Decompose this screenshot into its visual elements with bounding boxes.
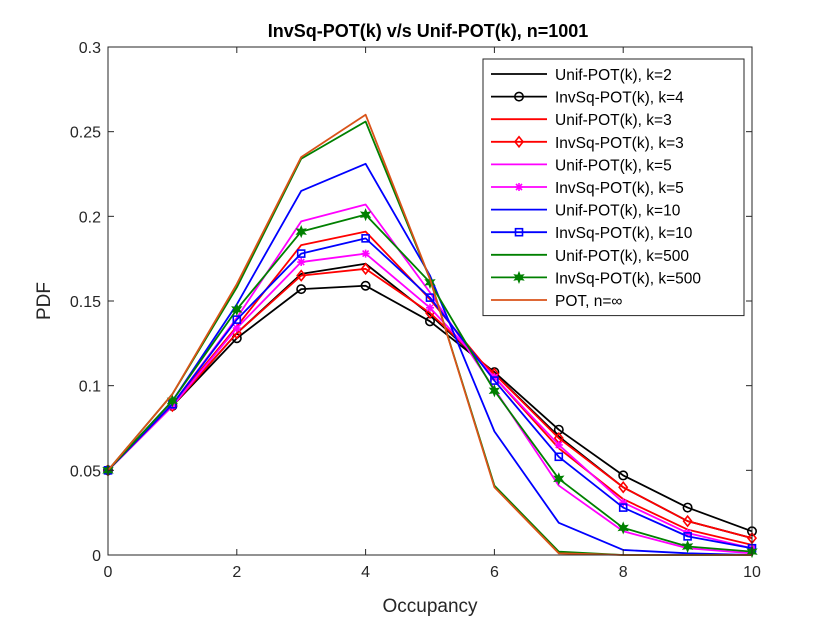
y-tick-label: 0.15: [70, 294, 101, 311]
data-point: [295, 224, 307, 239]
y-axis-label: PDF: [34, 282, 55, 320]
data-point: [426, 303, 434, 312]
series-3: [102, 262, 758, 545]
y-tick-label: 0.05: [70, 463, 101, 480]
data-point: [682, 514, 693, 528]
series-2: [107, 230, 753, 546]
y-tick-label: 0.2: [79, 209, 101, 226]
data-point: [618, 503, 628, 512]
series-7: [103, 234, 757, 553]
data-point: [681, 539, 694, 554]
data-point: [553, 472, 565, 486]
ticks-layer: 0 2 4 6 8 10 0 0.05 0.1 0.15 0.2 0.25 0.3: [70, 40, 761, 581]
x-tick-label: 4: [361, 564, 370, 581]
legend-marker: [514, 227, 524, 237]
data-point: [297, 258, 306, 267]
legend-label: InvSq-POT(k), k=3: [555, 135, 684, 152]
legend-label: Unif-POT(k), k=3: [555, 112, 672, 129]
chart-title: InvSq-POT(k) v/s Unif-POT(k), n=1001: [268, 21, 589, 41]
series-line: [107, 162, 753, 556]
x-tick-label: 10: [743, 564, 761, 581]
legend-label: Unif-POT(k), k=5: [555, 157, 672, 174]
data-point: [618, 480, 629, 494]
data-point: [232, 324, 241, 333]
data-point: [359, 208, 372, 222]
data-point: [554, 440, 563, 449]
x-tick-label: 0: [104, 564, 113, 581]
legend-label: Unif-POT(k), k=2: [555, 67, 672, 84]
legend-marker: [513, 270, 525, 284]
data-point: [232, 315, 242, 324]
data-point: [682, 502, 693, 513]
data-point: [361, 234, 370, 243]
x-tick-label: 8: [619, 564, 628, 581]
legend: Unif-POT(k), k=2 InvSq-POT(k), k=4 Unif-PO…: [482, 58, 745, 317]
legend-label: Unif-POT(k), k=500: [555, 248, 689, 265]
data-point: [619, 498, 628, 507]
data-point: [617, 521, 629, 535]
series-6: [107, 162, 753, 556]
legend-label: InvSq-POT(k), k=500: [555, 270, 701, 287]
data-point: [554, 452, 564, 462]
data-point: [296, 249, 306, 258]
legend-marker: [515, 183, 523, 191]
y-tick-label: 0.1: [79, 379, 101, 396]
data-point: [166, 394, 179, 408]
series-line: [107, 267, 753, 539]
data-point: [231, 302, 243, 317]
data-point: [296, 284, 307, 295]
series-line: [107, 230, 753, 546]
data-point: [360, 262, 371, 276]
legend-marker: [513, 135, 525, 149]
x-tick-label: 2: [232, 564, 241, 581]
data-point: [488, 384, 501, 398]
series-1: [103, 280, 757, 537]
legend-label: Unif-POT(k), k=10: [555, 203, 681, 220]
data-point: [424, 275, 436, 289]
legend-label: InvSq-POT(k), k=10: [555, 225, 693, 242]
legend-label: InvSq-POT(k), k=5: [555, 180, 684, 197]
y-tick-label: 0: [92, 548, 101, 565]
legend-label: POT, n=∞: [555, 293, 622, 310]
data-point: [361, 249, 370, 258]
data-point: [683, 532, 692, 541]
series-layer: [102, 113, 758, 559]
x-axis-label: Occupancy: [382, 596, 478, 617]
data-point: [360, 280, 371, 291]
y-tick-label: 0.25: [70, 125, 101, 142]
data-point: [490, 376, 499, 385]
series-line: [107, 237, 753, 550]
data-point: [618, 470, 629, 481]
data-point: [425, 293, 435, 302]
y-tick-label: 0.3: [79, 40, 101, 57]
data-point: [296, 269, 307, 282]
legend-marker: [513, 91, 524, 102]
series-line: [107, 284, 753, 533]
x-tick-label: 6: [490, 564, 499, 581]
legend-label: InvSq-POT(k), k=4: [555, 90, 684, 107]
